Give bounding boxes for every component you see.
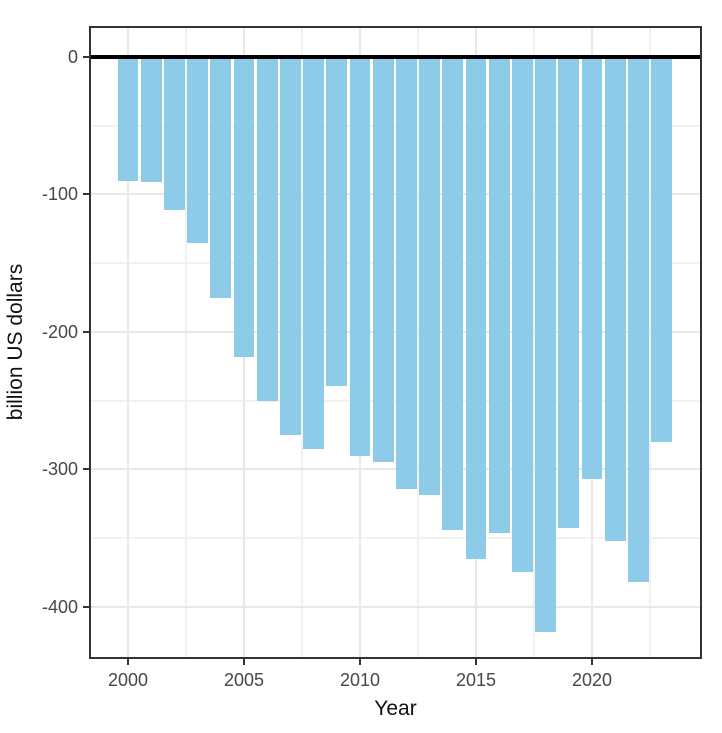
zero-line (89, 55, 702, 60)
y-tick-mark (83, 605, 89, 608)
y-minor-gridline (89, 124, 702, 127)
y-tick-label--400: -400 (41, 596, 78, 617)
x-tick-label-2005: 2005 (223, 670, 264, 690)
bar-2000 (117, 57, 139, 181)
x-tick-label-2000: 2000 (107, 670, 148, 690)
bar-2013 (419, 57, 441, 496)
x-minor-gridline (300, 26, 303, 659)
y-tick-mark (83, 468, 89, 471)
y-tick-label--200: -200 (41, 321, 78, 342)
bar-2005 (233, 57, 255, 357)
bar-2021 (604, 57, 626, 541)
bar-2016 (488, 57, 510, 533)
y-major-gridline (89, 193, 702, 196)
x-major-gridline (126, 26, 129, 659)
bar-2007 (279, 57, 301, 435)
y-tick-label--300: -300 (41, 459, 78, 480)
y-major-gridline (89, 468, 702, 471)
bar-2003 (187, 57, 209, 243)
bar-2015 (465, 57, 487, 559)
x-tick-label-2015: 2015 (455, 670, 497, 690)
bar-2023 (651, 57, 673, 442)
x-tick-mark (475, 659, 477, 665)
y-tick-label-0: 0 (67, 47, 78, 68)
bar-2014 (442, 57, 464, 530)
x-minor-gridline (533, 26, 536, 659)
y-tick-label--100: -100 (41, 184, 78, 205)
bar-2004 (210, 57, 232, 298)
bar-2006 (256, 57, 278, 401)
bar-2010 (349, 57, 371, 456)
x-minor-gridline (184, 26, 187, 659)
y-minor-gridline (89, 262, 702, 265)
x-tick-mark (242, 659, 245, 665)
x-tick-mark (591, 659, 594, 665)
y-minor-gridline (89, 537, 702, 540)
y-major-gridline (89, 605, 702, 608)
bar-2022 (627, 57, 649, 583)
y-tick-mark (83, 330, 89, 333)
bar-2020 (581, 57, 603, 479)
bar-2009 (326, 57, 348, 386)
y-minor-gridline (89, 399, 702, 402)
bar-2018 (535, 57, 557, 632)
x-minor-gridline (649, 26, 652, 659)
y-major-gridline (89, 330, 702, 333)
bar-2017 (511, 57, 533, 573)
x-minor-gridline (417, 26, 419, 659)
y-tick-mark (83, 193, 89, 196)
plot-panel (89, 26, 702, 659)
x-tick-label-2010: 2010 (339, 670, 381, 690)
x-tick-mark (126, 659, 129, 665)
x-tick-mark (359, 659, 361, 665)
bar-2011 (372, 57, 394, 463)
y-tick-mark (83, 56, 89, 59)
x-tick-label-2020: 2020 (571, 670, 613, 690)
bar-2019 (558, 57, 580, 529)
bar-2001 (140, 57, 162, 183)
bar-2008 (303, 57, 325, 449)
bar-2002 (163, 57, 185, 210)
bar-2012 (395, 57, 417, 489)
x-axis-title: Year (374, 697, 417, 720)
